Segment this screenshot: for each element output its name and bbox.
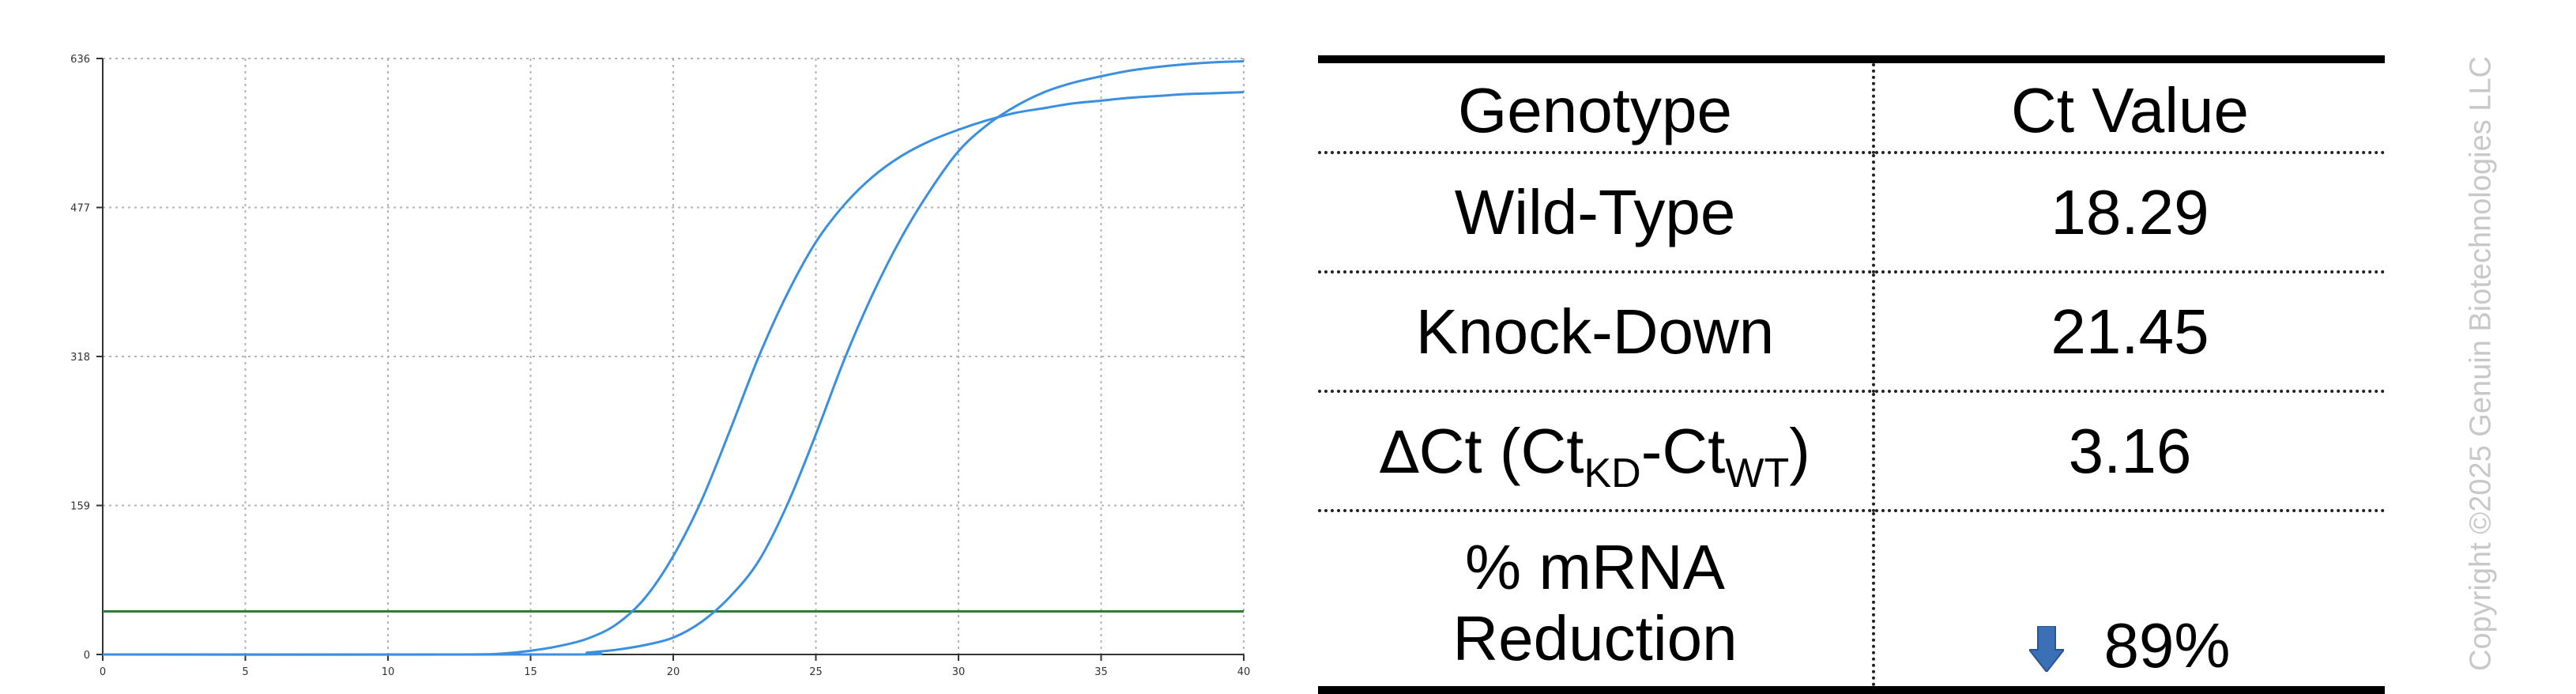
delta-sub-wt: WT	[1725, 450, 1790, 496]
series-group	[102, 60, 1245, 656]
ct-value-table: Genotype Ct Value Wild-Type 18.29 Knock-…	[1318, 55, 2385, 694]
x-tick-label: 40	[1237, 666, 1251, 678]
x-tick-label: 20	[667, 666, 680, 678]
row-label-delta-ct: ∆Ct (CtKD-CtWT)	[1318, 390, 1875, 511]
amplification-plot: 0 5 10 15 20 25 30 35 40 0 159 318 477 636	[70, 54, 1250, 678]
delta-label-dash: -Ct	[1640, 415, 1726, 486]
y-tick-label: 0	[84, 650, 90, 662]
delta-label-main: Ct (Ct	[1418, 415, 1584, 486]
table-row-knock-down: Knock-Down 21.45	[1318, 270, 2385, 391]
table-row-mrna-reduction: % mRNA Reduction 89%	[1318, 509, 2385, 694]
row-label-wild-type: Wild-Type	[1318, 151, 1875, 272]
copyright-notice: Copyright ©2025 Genuin Biotechnologies L…	[2464, 56, 2498, 671]
table-row-delta-ct: ∆Ct (CtKD-CtWT) 3.16	[1318, 390, 2385, 511]
y-tick-label: 477	[70, 203, 90, 215]
x-tick-label: 25	[809, 666, 823, 678]
table-header-row: Genotype Ct Value	[1318, 55, 2385, 153]
y-tick-label: 318	[70, 352, 90, 364]
header-ct-value: Ct Value	[1874, 55, 2385, 153]
x-tick-label: 10	[382, 666, 395, 678]
table-row-wild-type: Wild-Type 18.29	[1318, 151, 2385, 272]
x-tick-label: 35	[1094, 666, 1108, 678]
row-value-wild-type: 18.29	[1874, 151, 2385, 272]
row-label-mrna-reduction: % mRNA Reduction	[1318, 509, 1875, 694]
row-label-knock-down: Knock-Down	[1318, 270, 1875, 391]
x-tick-label: 15	[524, 666, 537, 678]
axes	[96, 58, 1245, 661]
amplification-curve-2	[102, 60, 1245, 656]
reduction-value: 89%	[2103, 610, 2231, 681]
y-tick-label: 159	[70, 501, 90, 513]
delta-label-close: )	[1789, 415, 1810, 486]
header-genotype: Genotype	[1318, 55, 1875, 153]
delta-sub-kd: KD	[1584, 450, 1641, 496]
grid	[103, 58, 1245, 654]
row-value-delta-ct: 3.16	[1874, 390, 2385, 511]
delta-symbol: ∆	[1380, 418, 1419, 487]
x-tick-label: 5	[242, 666, 248, 678]
amplification-chart: 0 5 10 15 20 25 30 35 40 0 159 318 477 636	[0, 0, 1264, 694]
tick-labels: 0 5 10 15 20 25 30 35 40 0 159 318 477 636	[70, 54, 1250, 678]
row-value-mrna-reduction: 89%	[1874, 509, 2385, 694]
reduction-label-line2: Reduction	[1452, 603, 1738, 673]
down-arrow-icon	[2029, 626, 2065, 673]
reduction-label-line1: % mRNA	[1465, 532, 1725, 603]
x-tick-label: 0	[100, 666, 106, 678]
row-value-knock-down: 21.45	[1874, 270, 2385, 391]
x-tick-label: 30	[952, 666, 966, 678]
amplification-curve-1	[102, 91, 1245, 656]
y-tick-label: 636	[70, 54, 90, 66]
